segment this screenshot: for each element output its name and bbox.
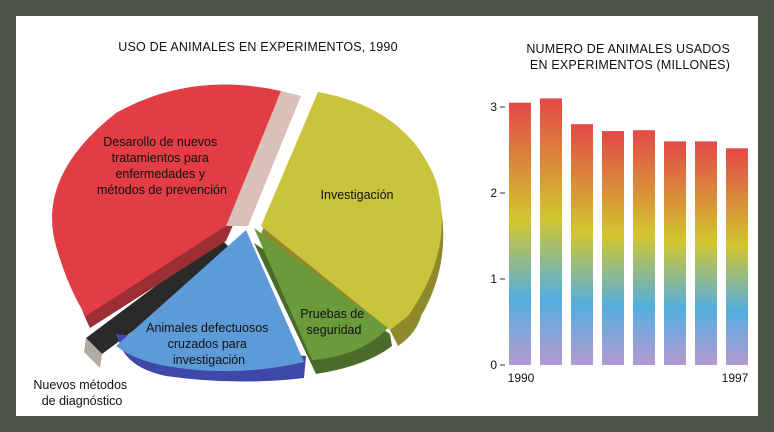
bar-1994: [633, 130, 655, 365]
bar-1990: [509, 102, 531, 365]
bar-title: NUMERO DE ANIMALES USADOS EN EXPERIMENTO…: [526, 42, 733, 72]
pie-label-green: Pruebas de seguridad: [300, 307, 367, 337]
x-tick-last: 1997: [722, 371, 749, 385]
pie-title: USO DE ANIMALES EN EXPERIMENTOS, 1990: [118, 40, 397, 54]
bar-series: [509, 98, 748, 366]
pie-slice-diagnostico: [84, 238, 236, 368]
pie-chart: USO DE ANIMALES EN EXPERIMENTOS, 1990: [33, 40, 444, 408]
bar-1991: [540, 98, 562, 366]
y-axis-ticks: 0 1 2 3: [490, 100, 505, 372]
pie-slice-diagnostico-top: [86, 238, 236, 354]
y-tick-2: 2: [490, 186, 497, 200]
pie-slice-blue-top: [116, 230, 304, 372]
pie-slice-diagnostico-side: [84, 338, 102, 368]
bar-1993: [602, 131, 624, 365]
pie-label-yellow: Investigación: [321, 188, 394, 202]
pie-label-red: Desarollo de nuevos tratamientos para en…: [97, 135, 227, 197]
y-tick-0: 0: [490, 358, 497, 372]
figure-panel: USO DE ANIMALES EN EXPERIMENTOS, 1990: [16, 16, 758, 416]
y-tick-3: 3: [490, 100, 497, 114]
pie-slice-red-edge: [226, 91, 301, 226]
pie-slice-yellow-top: [261, 92, 442, 330]
bar-1992: [571, 124, 593, 365]
bar-1996: [695, 141, 717, 365]
pie-slice-green-top: [254, 228, 388, 360]
pie-slice-yellow: [261, 92, 444, 346]
bar-chart: NUMERO DE ANIMALES USADOS EN EXPERIMENTO…: [490, 42, 748, 385]
pie-slice-red: [52, 84, 301, 328]
y-tick-1: 1: [490, 272, 497, 286]
x-tick-first: 1990: [508, 371, 535, 385]
pie-label-blue: Animales defectuosos cruzados para inves…: [146, 321, 272, 367]
pie-label-dark: Nuevos métodos de diagnóstico: [33, 378, 130, 408]
pie-slice-blue: [116, 230, 306, 382]
bar-1995: [664, 141, 686, 365]
bar-1997: [726, 148, 748, 365]
pie-slice-red-top: [52, 84, 281, 316]
infographic: USO DE ANIMALES EN EXPERIMENTOS, 1990: [33, 40, 748, 408]
pie-slice-green: [254, 228, 392, 374]
